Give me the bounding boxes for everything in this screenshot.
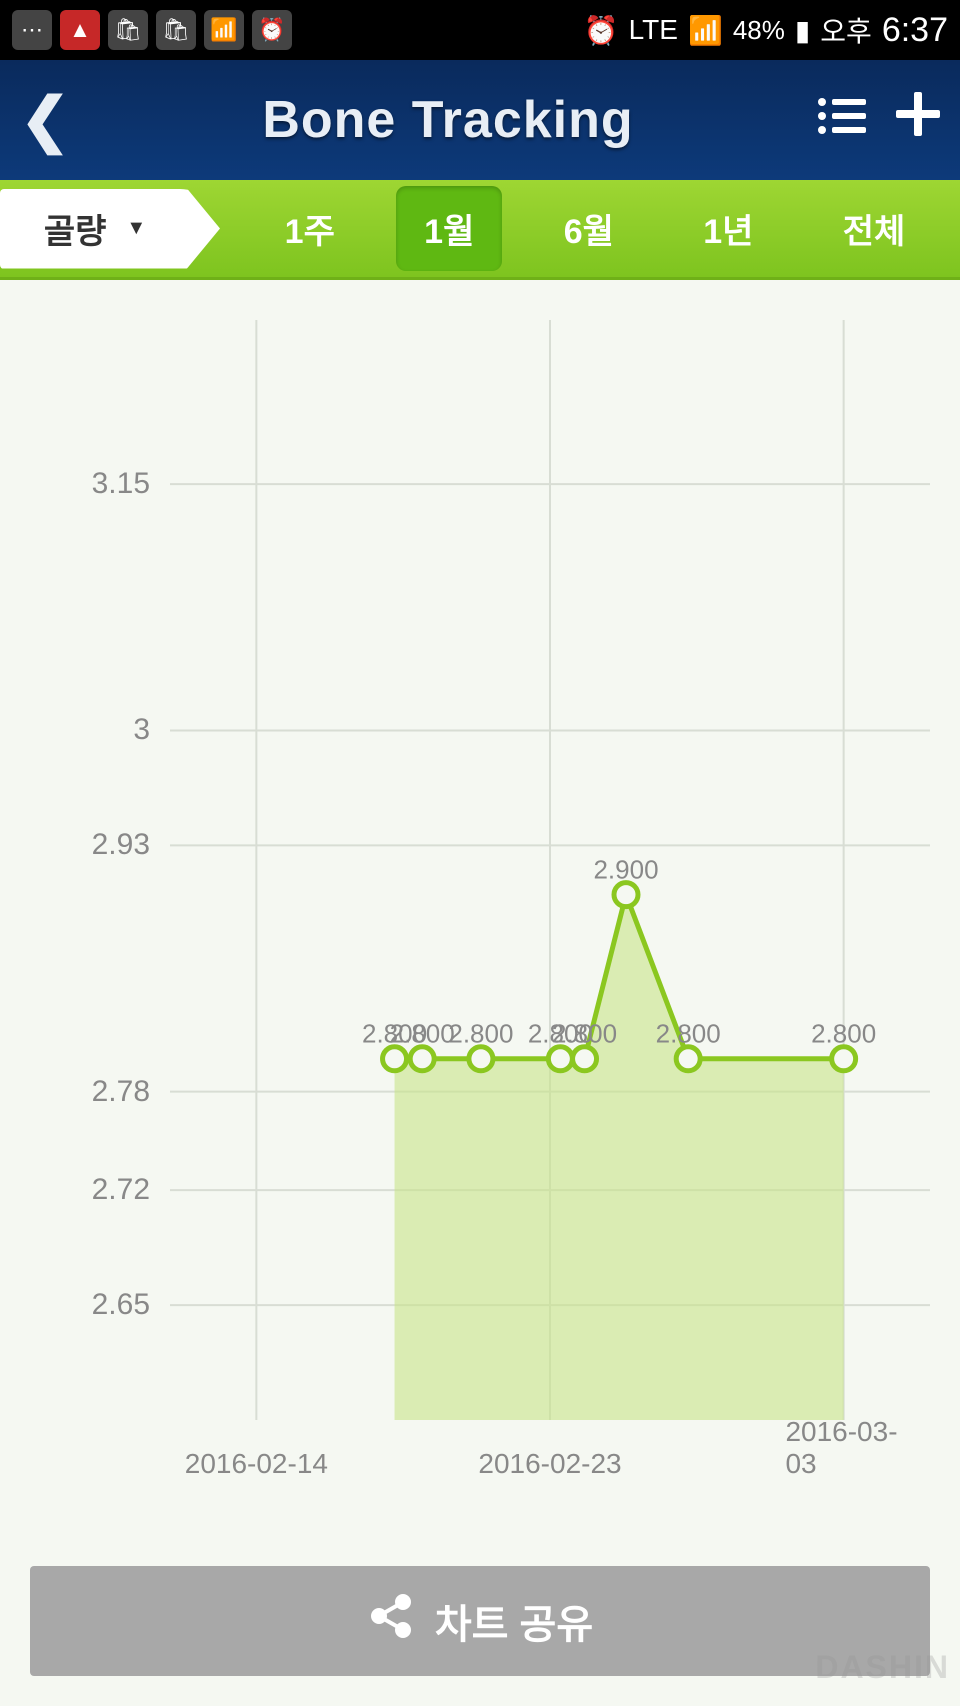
- data-point-label: 2.800: [811, 1018, 876, 1049]
- y-axis-label: 2.93: [92, 828, 150, 862]
- time: 6:37: [882, 11, 948, 50]
- y-axis-label: 2.65: [92, 1288, 150, 1322]
- y-axis-label: 2.72: [92, 1173, 150, 1207]
- status-right: ⏰ LTE 📶 48% ▮ 오후 6:37: [584, 10, 948, 50]
- app-icon: ▲: [60, 10, 100, 50]
- tab-1week[interactable]: 1주: [257, 186, 363, 271]
- y-axis-label: 3: [133, 713, 150, 747]
- alarm-icon-2: ⏰: [584, 14, 619, 47]
- share-chart-button[interactable]: 차트 공유: [30, 1566, 930, 1676]
- battery-icon: ▮: [795, 14, 810, 47]
- chevron-down-icon: ▼: [126, 217, 146, 240]
- y-axis-label: 2.78: [92, 1075, 150, 1109]
- app-header: ❮ Bone Tracking: [0, 60, 960, 180]
- alarm-icon-1: ⏰: [252, 10, 292, 50]
- period-tabs: 1주 1월 6월 1년 전체: [230, 186, 960, 271]
- tab-1month[interactable]: 1월: [396, 186, 502, 271]
- data-point-label: 2.900: [593, 854, 658, 885]
- network-text: LTE: [629, 14, 678, 46]
- tab-6month[interactable]: 6월: [536, 186, 642, 271]
- dropdown-label: 골량: [44, 204, 107, 253]
- data-point-label: 2.800: [390, 1018, 455, 1049]
- wifi-icon: 📶: [204, 10, 244, 50]
- data-point-label: 2.800: [448, 1018, 513, 1049]
- add-button[interactable]: [896, 92, 940, 148]
- y-axis-label: 3.15: [92, 467, 150, 501]
- cart-icon-1: 🛍: [108, 10, 148, 50]
- time-prefix: 오후: [820, 10, 872, 50]
- share-button-label: 차트 공유: [435, 1592, 593, 1650]
- back-button[interactable]: ❮: [20, 85, 80, 155]
- x-axis-label: 2016-03-03: [785, 1416, 901, 1480]
- header-actions: [816, 92, 940, 148]
- x-axis-label: 2016-02-14: [185, 1448, 328, 1480]
- data-point-label: 2.800: [552, 1018, 617, 1049]
- chart-container: 2016-02-14 2016-02-23 2016-03-03 2.65 2.72 2.…: [0, 280, 960, 1540]
- list-icon[interactable]: [816, 93, 866, 148]
- tabs-bar: 골량 ▼ 1주 1월 6월 1년 전체: [0, 180, 960, 280]
- share-icon: [367, 1592, 415, 1651]
- tab-1year[interactable]: 1년: [675, 186, 781, 271]
- signal-icon: 📶: [688, 14, 723, 47]
- data-point-label: 2.800: [656, 1018, 721, 1049]
- watermark: DASHIN: [815, 1649, 950, 1686]
- x-axis-label: 2016-02-23: [478, 1448, 621, 1480]
- status-left-icons: ⋯ ▲ 🛍 🛍 📶 ⏰: [12, 10, 292, 50]
- notification-icon: ⋯: [12, 10, 52, 50]
- tab-all[interactable]: 전체: [815, 186, 934, 271]
- status-bar: ⋯ ▲ 🛍 🛍 📶 ⏰ ⏰ LTE 📶 48% ▮ 오후 6:37: [0, 0, 960, 60]
- cart-icon-2: 🛍: [156, 10, 196, 50]
- metric-dropdown[interactable]: 골량 ▼: [0, 189, 220, 269]
- battery-pct: 48%: [733, 15, 785, 46]
- header-title: Bone Tracking: [80, 90, 816, 150]
